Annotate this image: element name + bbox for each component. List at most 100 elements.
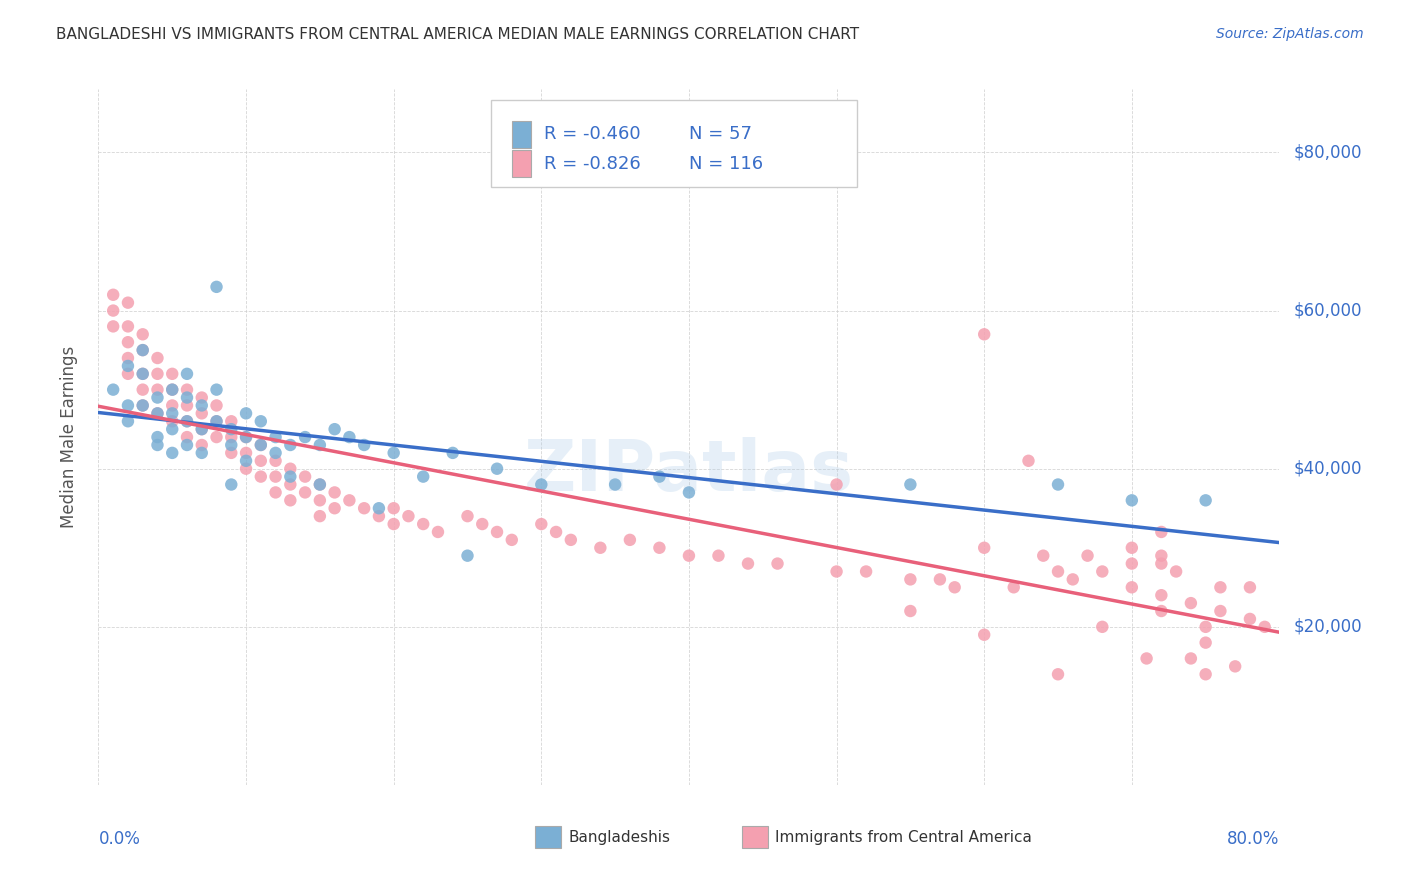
Text: ZIPatlas: ZIPatlas: [524, 437, 853, 507]
Point: [382, 501, 405, 516]
Point: [235, 454, 257, 468]
Point: [648, 469, 671, 483]
Point: [117, 399, 139, 413]
Text: Source: ZipAtlas.com: Source: ZipAtlas.com: [1216, 27, 1364, 41]
Point: [589, 541, 612, 555]
Point: [191, 406, 214, 420]
Point: [162, 422, 183, 436]
Point: [235, 430, 257, 444]
Point: [250, 454, 273, 468]
Point: [103, 383, 125, 397]
Point: [162, 414, 183, 428]
Point: [278, 461, 302, 475]
Point: [1209, 604, 1232, 618]
Point: [117, 359, 139, 373]
Point: [337, 493, 360, 508]
Point: [294, 469, 316, 483]
Point: [205, 280, 228, 294]
Point: [176, 430, 198, 444]
Point: [973, 541, 995, 555]
Point: [619, 533, 641, 547]
Point: [162, 406, 183, 420]
Point: [1091, 565, 1114, 579]
Point: [368, 501, 391, 516]
Point: [427, 524, 450, 539]
Point: [1032, 549, 1054, 563]
Point: [235, 430, 257, 444]
Point: [1223, 659, 1246, 673]
Y-axis label: Median Male Earnings: Median Male Earnings: [59, 346, 77, 528]
Point: [1150, 557, 1173, 571]
Point: [162, 367, 183, 381]
Point: [1195, 620, 1218, 634]
Point: [278, 438, 302, 452]
Point: [1002, 580, 1025, 594]
Point: [707, 549, 730, 563]
Point: [900, 477, 922, 491]
Point: [1195, 493, 1218, 508]
Point: [544, 524, 567, 539]
Point: [1121, 580, 1143, 594]
Point: [501, 533, 523, 547]
Point: [205, 383, 228, 397]
Point: [900, 604, 922, 618]
Point: [132, 399, 155, 413]
Point: [1180, 596, 1202, 610]
Point: [456, 549, 478, 563]
Text: N = 116: N = 116: [689, 154, 763, 173]
Point: [1239, 580, 1261, 594]
Text: BANGLADESHI VS IMMIGRANTS FROM CENTRAL AMERICA MEDIAN MALE EARNINGS CORRELATION : BANGLADESHI VS IMMIGRANTS FROM CENTRAL A…: [56, 27, 859, 42]
Point: [368, 509, 391, 524]
Bar: [536, 826, 561, 848]
Point: [117, 351, 139, 365]
Point: [205, 414, 228, 428]
Point: [146, 367, 169, 381]
Point: [1239, 612, 1261, 626]
Point: [737, 557, 759, 571]
Point: [132, 327, 155, 342]
Point: [1150, 524, 1173, 539]
Point: [264, 430, 287, 444]
Point: [117, 367, 139, 381]
Point: [766, 557, 789, 571]
Point: [278, 469, 302, 483]
Point: [530, 516, 553, 531]
Point: [146, 438, 169, 452]
Point: [264, 446, 287, 460]
Point: [1180, 651, 1202, 665]
Point: [309, 438, 332, 452]
Point: [176, 367, 198, 381]
Point: [530, 477, 553, 491]
Point: [132, 343, 155, 358]
Point: [309, 509, 332, 524]
Bar: [512, 151, 530, 177]
Text: $80,000: $80,000: [1294, 144, 1362, 161]
Point: [1062, 573, 1084, 587]
Point: [1150, 549, 1173, 563]
Point: [146, 430, 169, 444]
Point: [294, 430, 316, 444]
Point: [486, 524, 509, 539]
Point: [309, 477, 332, 491]
Point: [278, 477, 302, 491]
Point: [323, 485, 346, 500]
Point: [353, 438, 375, 452]
Point: [250, 414, 273, 428]
Text: R = -0.460: R = -0.460: [544, 126, 640, 144]
Point: [146, 351, 169, 365]
Point: [1209, 580, 1232, 594]
Point: [162, 383, 183, 397]
Point: [1077, 549, 1099, 563]
Point: [825, 565, 848, 579]
Point: [471, 516, 494, 531]
Point: [191, 422, 214, 436]
Point: [1046, 477, 1069, 491]
Point: [235, 446, 257, 460]
Point: [191, 399, 214, 413]
Point: [1150, 588, 1173, 602]
Point: [176, 391, 198, 405]
Point: [235, 406, 257, 420]
Point: [1121, 541, 1143, 555]
Point: [205, 414, 228, 428]
Bar: [742, 826, 768, 848]
